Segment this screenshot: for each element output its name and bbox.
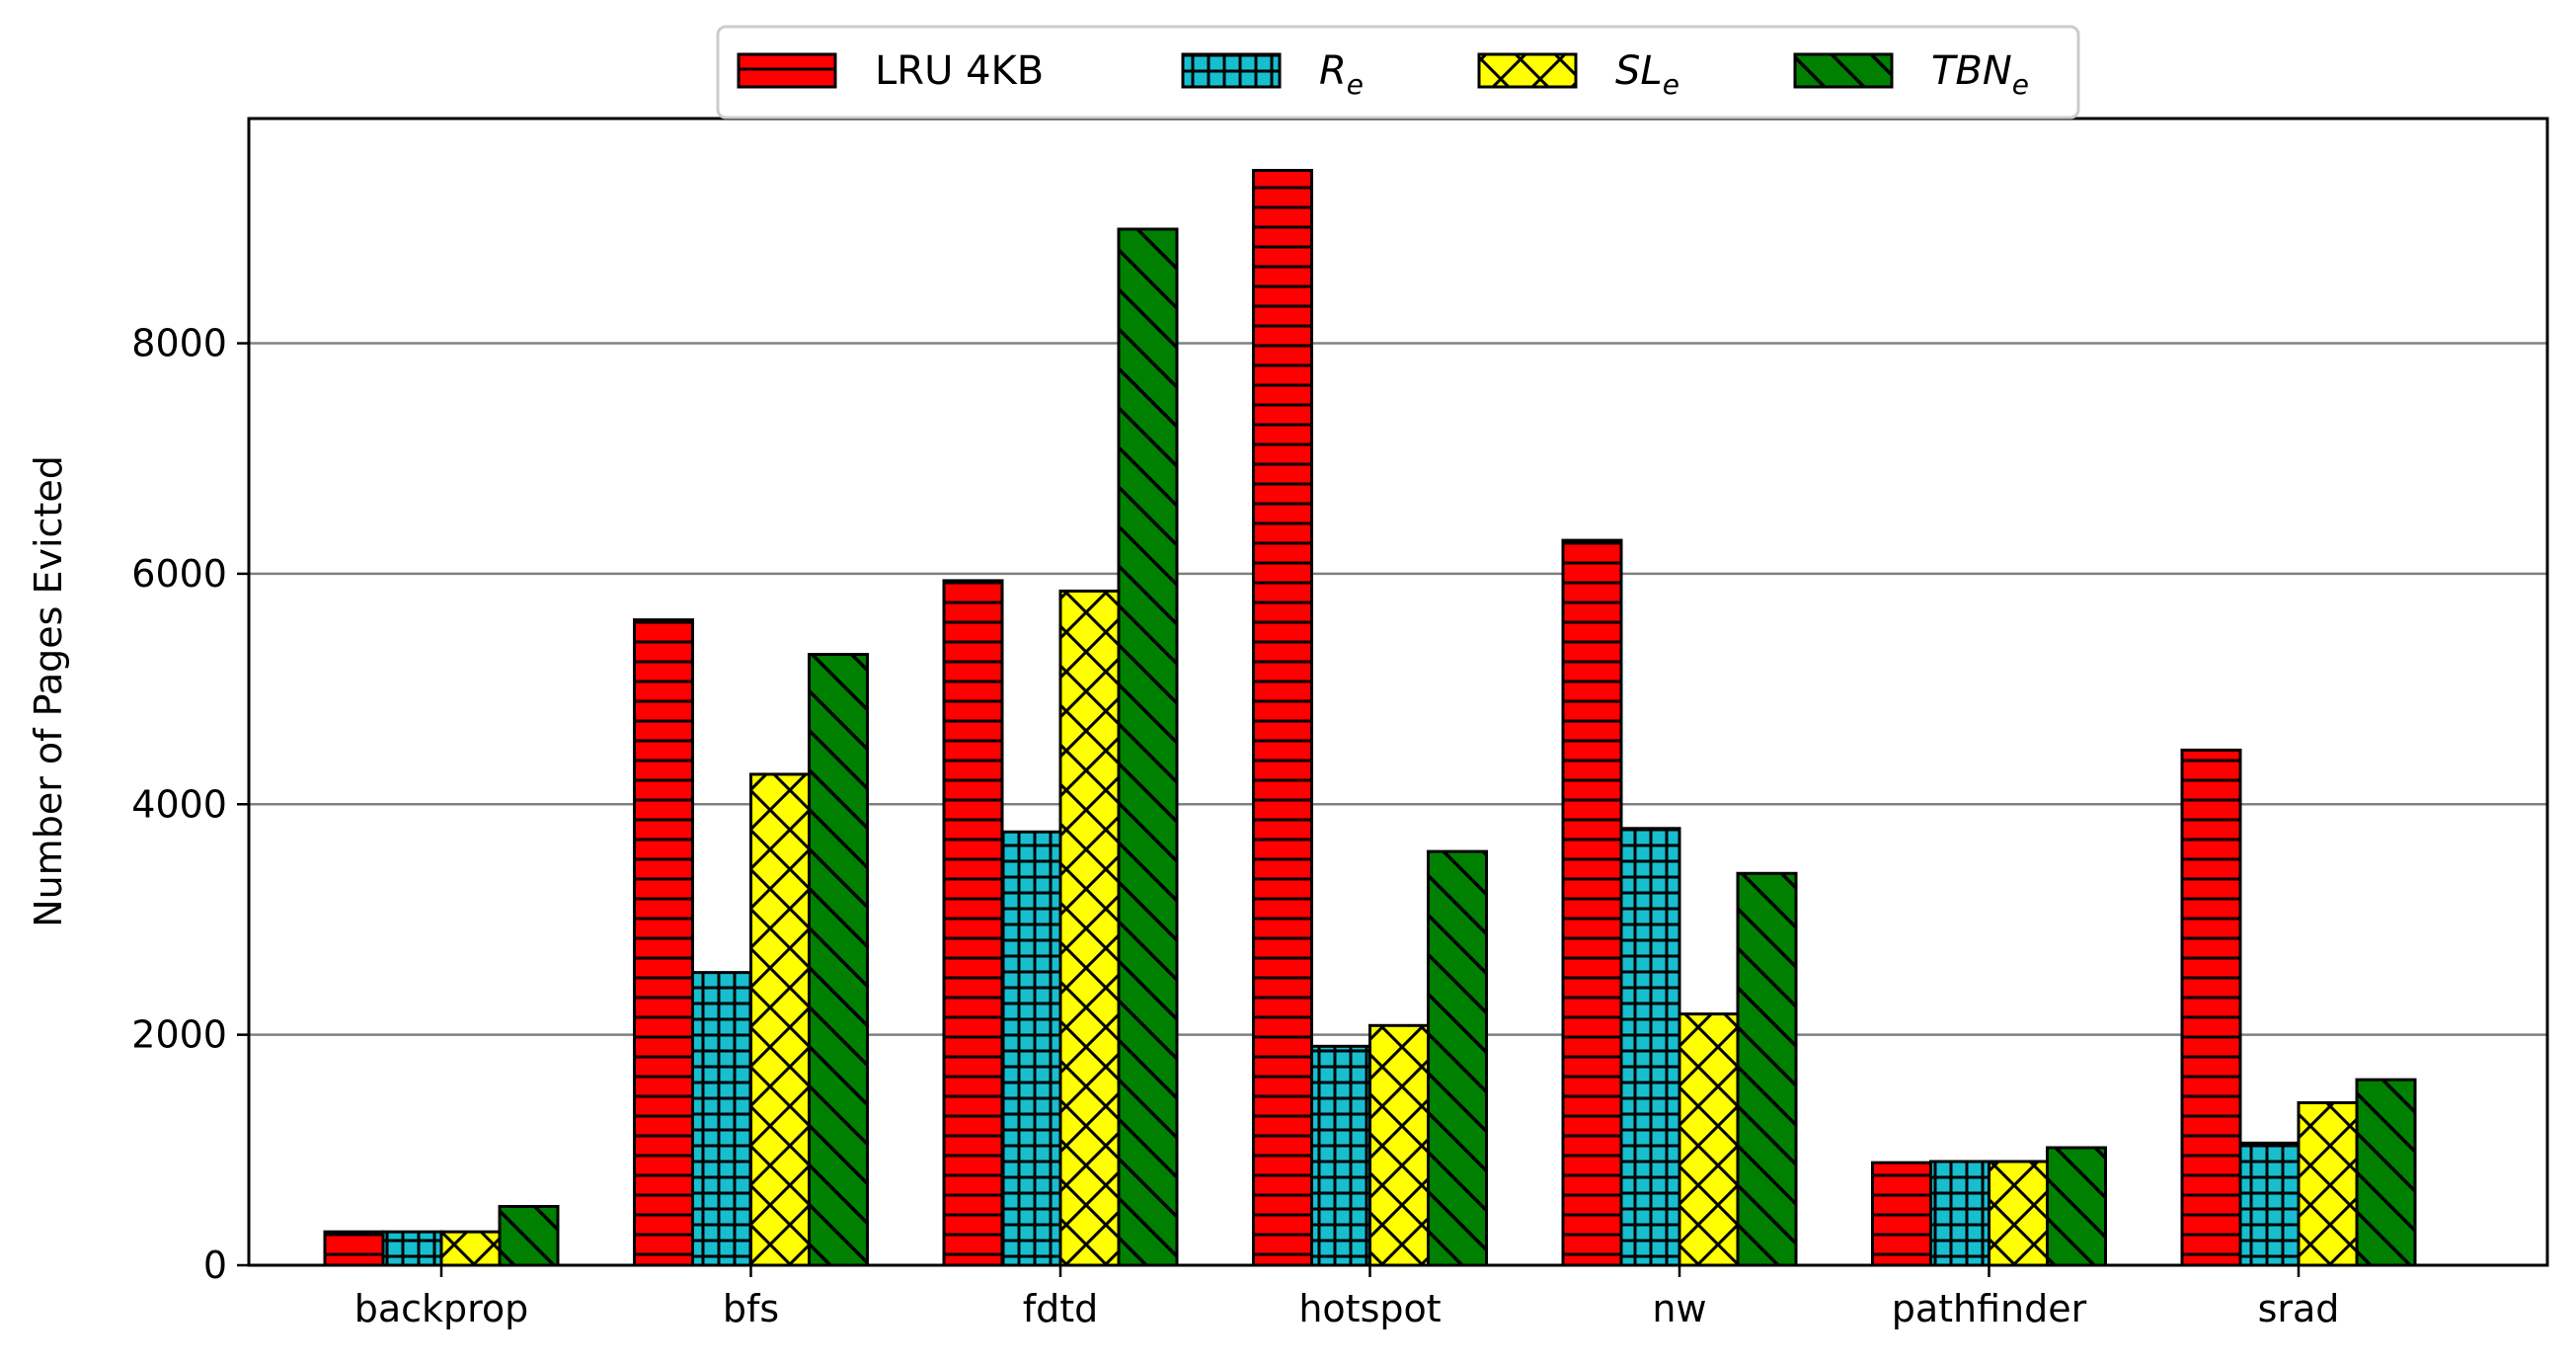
- bar-bfs-series-2: [749, 772, 811, 1267]
- bar-pathfinder-series-1: [1929, 1160, 1991, 1267]
- legend-label-subscript: e: [2012, 68, 2029, 101]
- bars: [323, 169, 2417, 1267]
- legend-label-base: R: [1319, 48, 1347, 94]
- bar-backprop-series-3: [498, 1204, 560, 1267]
- bar-fdtd-series-2: [1058, 589, 1121, 1267]
- bar-backprop-series-2: [439, 1230, 502, 1267]
- bar-nw-series-0: [1561, 538, 1623, 1267]
- bar-bfs-series-3: [808, 653, 869, 1267]
- y-tick-label: 0: [203, 1244, 227, 1287]
- x-tick-label-bfs: bfs: [723, 1287, 779, 1330]
- legend-frame: [716, 25, 2080, 120]
- y-tick-label: 2000: [131, 1013, 227, 1057]
- bar-hotspot-series-0: [1252, 169, 1313, 1267]
- bar-backprop-series-0: [323, 1230, 385, 1267]
- bar-srad-series-3: [2355, 1078, 2417, 1267]
- bar-fdtd-series-0: [942, 579, 1004, 1267]
- bar-bfs-series-0: [633, 618, 694, 1267]
- legend-label-series-2: SLe: [1615, 48, 1679, 101]
- y-tick-label: 8000: [131, 322, 227, 365]
- bar-srad-series-1: [2238, 1141, 2301, 1267]
- bar-hotspot-series-2: [1368, 1023, 1430, 1267]
- x-tick-label-backprop: backprop: [354, 1287, 529, 1330]
- legend-swatch-series-1: [1181, 52, 1282, 89]
- y-axis-ticks: 0 2000 4000 6000 8000: [131, 322, 249, 1287]
- bar-nw-series-1: [1619, 827, 1681, 1267]
- legend-label-subscript: e: [1663, 68, 1679, 101]
- x-axis-ticks: backprop bfs fdtd hotspot nw pathfinder srad: [354, 1265, 2340, 1330]
- bar-hotspot-series-3: [1427, 849, 1488, 1267]
- legend-swatch-series-0: [737, 52, 837, 89]
- x-tick-label-fdtd: fdtd: [1023, 1287, 1099, 1330]
- bar-hotspot-series-1: [1310, 1044, 1371, 1267]
- bar-srad-series-0: [2180, 748, 2242, 1267]
- bar-nw-series-2: [1678, 1012, 1740, 1267]
- legend-label-series-0: LRU 4KB: [875, 48, 1044, 94]
- bar-pathfinder-series-3: [2046, 1146, 2107, 1267]
- x-tick-label-nw: nw: [1652, 1287, 1706, 1330]
- bar-backprop-series-1: [381, 1230, 443, 1267]
- bar-fdtd-series-1: [1000, 830, 1062, 1267]
- legend-label-subscript: e: [1347, 68, 1364, 101]
- bar-fdtd-series-3: [1117, 227, 1179, 1267]
- bar-srad-series-2: [2297, 1100, 2359, 1267]
- legend-label-base: TBN: [1931, 48, 2012, 94]
- legend-label-series-3: TBNe: [1931, 48, 2029, 101]
- y-axis-title: Number of Pages Evicted: [27, 455, 70, 927]
- y-tick-label: 6000: [131, 552, 227, 596]
- legend: LRU 4KB Re SLe TBNe: [716, 25, 2080, 120]
- bar-nw-series-3: [1736, 871, 1798, 1267]
- x-tick-label-srad: srad: [2258, 1287, 2340, 1330]
- bar-pathfinder-series-0: [1871, 1161, 1932, 1267]
- legend-swatch-series-3: [1793, 52, 1894, 89]
- bar-bfs-series-1: [691, 971, 752, 1267]
- x-tick-label-hotspot: hotspot: [1298, 1287, 1441, 1330]
- bar-pathfinder-series-2: [1988, 1160, 2049, 1267]
- legend-label-base: LRU 4KB: [875, 48, 1044, 94]
- y-tick-label: 4000: [131, 782, 227, 826]
- legend-label-series-1: Re: [1319, 48, 1364, 101]
- x-tick-label-pathfinder: pathfinder: [1892, 1287, 2087, 1330]
- legend-swatch-series-2: [1477, 52, 1578, 89]
- legend-label-base: SL: [1615, 48, 1663, 94]
